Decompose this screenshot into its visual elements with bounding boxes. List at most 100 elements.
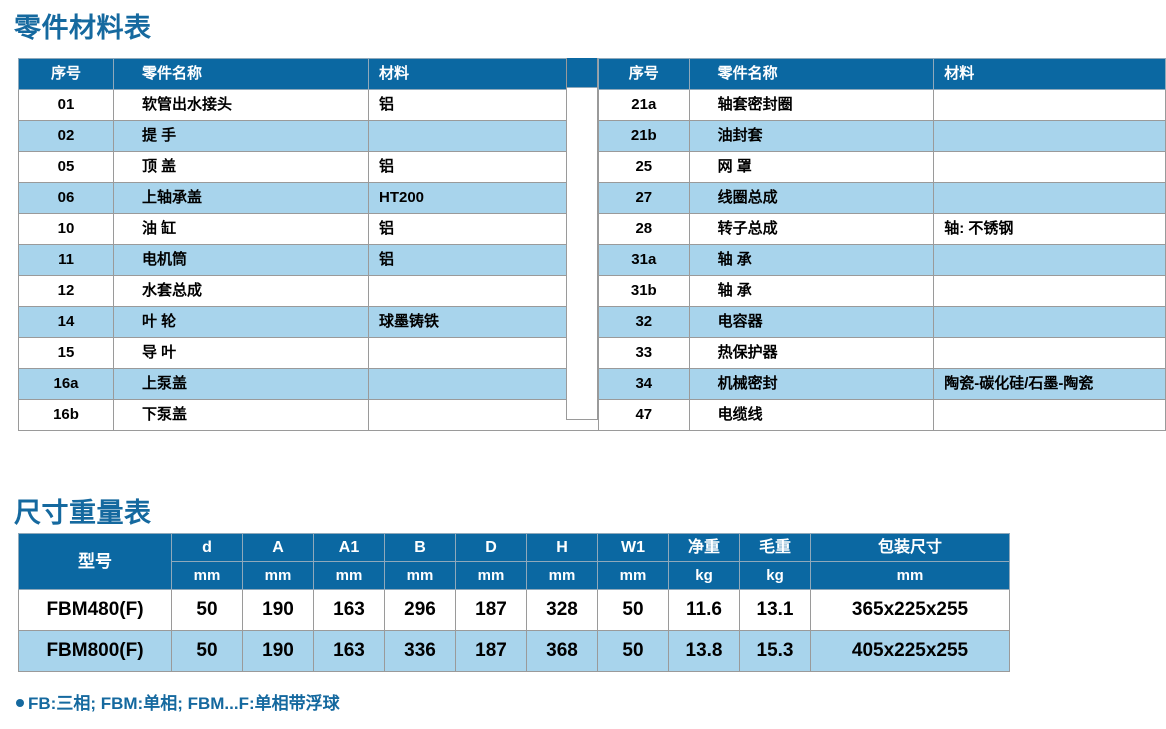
- column-unit-d: mm: [171, 561, 243, 590]
- cell-part-no: 11: [18, 244, 114, 276]
- column-header-毛重: 毛重: [739, 533, 811, 562]
- cell-D: 187: [455, 589, 527, 631]
- column-header-包装尺寸: 包装尺寸: [810, 533, 1010, 562]
- table-row: 31a 轴 承: [598, 244, 1166, 276]
- table-row: 47 电缆线: [598, 399, 1166, 431]
- column-unit-A1: mm: [313, 561, 385, 590]
- column-header-H: H: [526, 533, 598, 562]
- parts-tables-divider-header: [567, 58, 597, 88]
- cell-part-no: 01: [18, 89, 114, 121]
- table-row: 28 转子总成 轴: 不锈钢: [598, 213, 1166, 245]
- cell-part-no: 12: [18, 275, 114, 307]
- cell-part-material: [933, 120, 1166, 152]
- cell-part-name: 上轴承盖: [113, 182, 369, 214]
- cell-model: FBM480(F): [18, 589, 172, 631]
- cell-part-material: 陶瓷-碳化硅/石墨-陶瓷: [933, 368, 1166, 400]
- table-row: 32 电容器: [598, 306, 1166, 338]
- table-row: 02 提 手: [18, 120, 606, 152]
- cell-part-material: [933, 89, 1166, 121]
- column-unit-H: mm: [526, 561, 598, 590]
- cell-part-name: 电缆线: [688, 399, 935, 431]
- table-row: 34 机械密封 陶瓷-碳化硅/石墨-陶瓷: [598, 368, 1166, 400]
- table-row: 25 网 罩: [598, 151, 1166, 183]
- column-header-A1: A1: [313, 533, 385, 562]
- table-row: 27 线圈总成: [598, 182, 1166, 214]
- bullet-icon: [16, 699, 24, 707]
- cell-part-name: 顶 盖: [113, 151, 369, 183]
- cell-B: 296: [384, 589, 456, 631]
- table-row: 10 油 缸铝: [18, 213, 606, 245]
- cell-part-material: [933, 151, 1166, 183]
- page-title-dimensions-weight: 尺寸重量表: [14, 498, 152, 528]
- table-row: 33 热保护器: [598, 337, 1166, 369]
- column-unit-包装尺寸: mm: [810, 561, 1010, 590]
- cell-part-material: [933, 244, 1166, 276]
- parts-material-table-right: 序号 零件名称 材料 21a 轴套密封圈 21b 油封套 25 网 罩 27 线圈总成 28 转子…: [598, 58, 1166, 431]
- cell-part-name: 机械密封: [688, 368, 935, 400]
- table-row: 11 电机筒铝: [18, 244, 606, 276]
- cell-part-name: 线圈总成: [688, 182, 935, 214]
- cell-part-material: [933, 399, 1166, 431]
- column-unit-A: mm: [242, 561, 314, 590]
- table-row: 12 水套总成: [18, 275, 606, 307]
- cell-part-name: 轴套密封圈: [688, 89, 935, 121]
- cell-part-name: 网 罩: [688, 151, 935, 183]
- column-unit-毛重: kg: [739, 561, 811, 590]
- cell-part-no: 25: [598, 151, 690, 183]
- footnote-text: FB:三相; FBM:单相; FBM...F:单相带浮球: [28, 694, 340, 713]
- cell-part-name: 热保护器: [688, 337, 935, 369]
- column-header-B: B: [384, 533, 456, 562]
- table-row: 01 软管出水接头铝: [18, 89, 606, 121]
- column-header-no: 序号: [18, 58, 114, 90]
- cell-part-name: 提 手: [113, 120, 369, 152]
- parts-material-table-left: 序号 零件名称 材料 01 软管出水接头铝 02 提 手 05 顶 盖铝 06 上轴承盖 HT2…: [18, 58, 606, 431]
- cell-part-no: 16b: [18, 399, 114, 431]
- cell-part-no: 34: [598, 368, 690, 400]
- column-header-D: D: [455, 533, 527, 562]
- table-row: 16b 下泵盖: [18, 399, 606, 431]
- cell-包装尺寸: 405x225x255: [810, 630, 1010, 672]
- dimensions-weight-table: 型号 d A A1 B D H W1 净重 毛重 包装尺寸 mm mm mm mm mm mm mm kg kg m…: [18, 533, 1010, 672]
- cell-d: 50: [171, 589, 243, 631]
- cell-包装尺寸: 365x225x255: [810, 589, 1010, 631]
- cell-part-no: 16a: [18, 368, 114, 400]
- cell-part-no: 10: [18, 213, 114, 245]
- table-row: FBM800(F) 50 190 163 336 187 368 50 13.8 15.3 405x…: [18, 630, 1010, 672]
- cell-H: 328: [526, 589, 598, 631]
- table-row: 31b 轴 承: [598, 275, 1166, 307]
- cell-A1: 163: [313, 630, 385, 672]
- page-title-parts-material: 零件材料表: [14, 13, 152, 43]
- cell-part-name: 转子总成: [688, 213, 935, 245]
- cell-part-material: 轴: 不锈钢: [933, 213, 1166, 245]
- parts-tables-divider: [566, 58, 598, 420]
- cell-part-no: 31a: [598, 244, 690, 276]
- table-row: 16a 上泵盖: [18, 368, 606, 400]
- cell-A: 190: [242, 630, 314, 672]
- column-header-W1: W1: [597, 533, 669, 562]
- cell-part-no: 15: [18, 337, 114, 369]
- footnote-model-legend: FB:三相; FBM:单相; FBM...F:单相带浮球: [16, 689, 340, 714]
- cell-part-no: 06: [18, 182, 114, 214]
- table-row: 06 上轴承盖 HT200: [18, 182, 606, 214]
- column-unit-净重: kg: [668, 561, 740, 590]
- cell-part-material: [933, 337, 1166, 369]
- cell-A1: 163: [313, 589, 385, 631]
- cell-B: 336: [384, 630, 456, 672]
- cell-part-name: 油封套: [688, 120, 935, 152]
- cell-part-no: 14: [18, 306, 114, 338]
- column-header-d: d: [171, 533, 243, 562]
- column-header-A: A: [242, 533, 314, 562]
- column-header-model: 型号: [18, 533, 172, 590]
- cell-part-material: [933, 275, 1166, 307]
- cell-part-no: 28: [598, 213, 690, 245]
- cell-part-name: 导 叶: [113, 337, 369, 369]
- cell-part-name: 叶 轮: [113, 306, 369, 338]
- column-header-partname: 零件名称: [688, 58, 935, 90]
- cell-part-name: 上泵盖: [113, 368, 369, 400]
- cell-part-no: 31b: [598, 275, 690, 307]
- cell-part-name: 电机筒: [113, 244, 369, 276]
- table-header-row: 序号 零件名称 材料: [598, 58, 1166, 90]
- cell-毛重: 15.3: [739, 630, 811, 672]
- cell-D: 187: [455, 630, 527, 672]
- cell-净重: 11.6: [668, 589, 740, 631]
